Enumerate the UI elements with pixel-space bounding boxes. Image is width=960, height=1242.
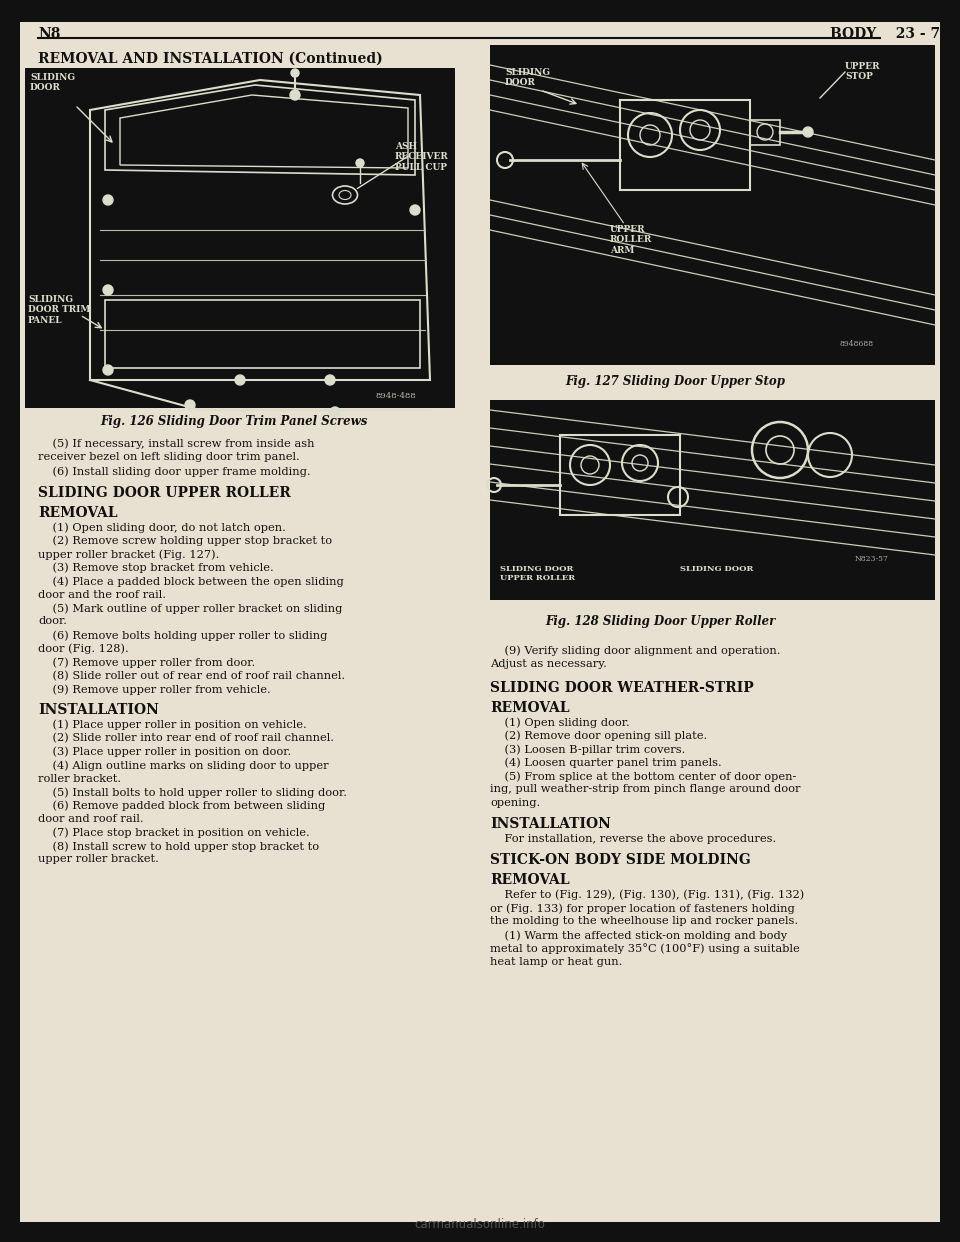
Bar <box>560 435 680 515</box>
Text: the molding to the wheelhouse lip and rocker panels.: the molding to the wheelhouse lip and ro… <box>490 917 798 927</box>
Circle shape <box>235 375 245 385</box>
Circle shape <box>290 89 300 101</box>
Text: Fig. 126 Sliding Door Trim Panel Screws: Fig. 126 Sliding Door Trim Panel Screws <box>100 415 368 428</box>
Text: (7) Remove upper roller from door.: (7) Remove upper roller from door. <box>38 657 255 667</box>
Circle shape <box>185 400 195 410</box>
Text: (9) Remove upper roller from vehicle.: (9) Remove upper roller from vehicle. <box>38 684 271 694</box>
Circle shape <box>103 284 113 296</box>
Text: Fig. 127 Sliding Door Upper Stop: Fig. 127 Sliding Door Upper Stop <box>565 375 785 388</box>
Circle shape <box>103 365 113 375</box>
Text: SLIDING
DOOR: SLIDING DOOR <box>505 68 550 87</box>
Text: 8948-488: 8948-488 <box>375 392 416 400</box>
Text: (3) Loosen B-pillar trim covers.: (3) Loosen B-pillar trim covers. <box>490 744 685 755</box>
Text: For installation, reverse the above procedures.: For installation, reverse the above proc… <box>490 833 777 843</box>
Text: (8) Slide roller out of rear end of roof rail channel.: (8) Slide roller out of rear end of roof… <box>38 671 346 681</box>
Bar <box>490 45 935 365</box>
Text: SLIDING DOOR WEATHER-STRIP: SLIDING DOOR WEATHER-STRIP <box>490 681 754 696</box>
Text: (9) Verify sliding door alignment and operation.: (9) Verify sliding door alignment and op… <box>490 645 780 656</box>
Text: heat lamp or heat gun.: heat lamp or heat gun. <box>490 958 622 968</box>
Text: (3) Remove stop bracket from vehicle.: (3) Remove stop bracket from vehicle. <box>38 563 274 573</box>
Text: (1) Warm the affected stick-on molding and body: (1) Warm the affected stick-on molding a… <box>490 930 787 940</box>
Circle shape <box>291 70 299 77</box>
Text: (5) Install bolts to hold upper roller to sliding door.: (5) Install bolts to hold upper roller t… <box>38 787 347 797</box>
Text: (5) From splice at the bottom center of door open-: (5) From splice at the bottom center of … <box>490 771 797 781</box>
Text: or (Fig. 133) for proper location of fasteners holding: or (Fig. 133) for proper location of fas… <box>490 903 795 914</box>
Circle shape <box>103 195 113 205</box>
Text: (5) If necessary, install screw from inside ash: (5) If necessary, install screw from ins… <box>38 438 315 448</box>
Text: (6) Remove padded block from between sliding: (6) Remove padded block from between sli… <box>38 801 325 811</box>
Circle shape <box>803 127 813 137</box>
Text: SLIDING DOOR
UPPER ROLLER: SLIDING DOOR UPPER ROLLER <box>500 565 575 582</box>
Text: SLIDING
DOOR TRIM
PANEL: SLIDING DOOR TRIM PANEL <box>28 296 90 325</box>
Bar <box>105 301 420 368</box>
Bar <box>620 101 750 190</box>
Text: upper roller bracket (Fig. 127).: upper roller bracket (Fig. 127). <box>38 549 220 560</box>
Text: Refer to (Fig. 129), (Fig. 130), (Fig. 131), (Fig. 132): Refer to (Fig. 129), (Fig. 130), (Fig. 1… <box>490 889 804 900</box>
Text: (1) Open sliding door, do not latch open.: (1) Open sliding door, do not latch open… <box>38 522 286 533</box>
Text: SLIDING DOOR UPPER ROLLER: SLIDING DOOR UPPER ROLLER <box>38 486 291 501</box>
Text: door and roof rail.: door and roof rail. <box>38 814 144 823</box>
Circle shape <box>410 205 420 215</box>
Text: REMOVAL: REMOVAL <box>490 873 569 888</box>
Text: REMOVAL: REMOVAL <box>490 700 569 715</box>
Text: door.: door. <box>38 616 67 626</box>
Text: REMOVAL: REMOVAL <box>38 505 117 520</box>
Text: (2) Slide roller into rear end of roof rail channel.: (2) Slide roller into rear end of roof r… <box>38 733 334 743</box>
Text: (3) Place upper roller in position on door.: (3) Place upper roller in position on do… <box>38 746 291 758</box>
Text: (1) Place upper roller in position on vehicle.: (1) Place upper roller in position on ve… <box>38 719 307 730</box>
Text: ing, pull weather-strip from pinch flange around door: ing, pull weather-strip from pinch flang… <box>490 785 801 795</box>
Text: INSTALLATION: INSTALLATION <box>38 703 158 718</box>
Text: opening.: opening. <box>490 799 540 809</box>
Text: ASH
RECEIVER
PULL CUP: ASH RECEIVER PULL CUP <box>395 142 448 171</box>
Text: carmanualsonline.info: carmanualsonline.info <box>415 1218 545 1231</box>
Text: BODY    23 - 75: BODY 23 - 75 <box>830 27 949 41</box>
Text: (4) Place a padded block between the open sliding: (4) Place a padded block between the ope… <box>38 576 344 586</box>
Text: metal to approximately 35°C (100°F) using a suitable: metal to approximately 35°C (100°F) usin… <box>490 944 800 954</box>
Text: 8948688: 8948688 <box>840 340 875 348</box>
Text: door and the roof rail.: door and the roof rail. <box>38 590 166 600</box>
Circle shape <box>356 159 364 166</box>
Text: SLIDING DOOR: SLIDING DOOR <box>680 565 754 573</box>
Text: INSTALLATION: INSTALLATION <box>490 817 611 831</box>
Text: (4) Loosen quarter panel trim panels.: (4) Loosen quarter panel trim panels. <box>490 758 722 768</box>
Text: (8) Install screw to hold upper stop bracket to: (8) Install screw to hold upper stop bra… <box>38 841 319 852</box>
Bar <box>750 120 780 145</box>
Text: (4) Align outline marks on sliding door to upper: (4) Align outline marks on sliding door … <box>38 760 328 770</box>
Text: UPPER
ROLLER
ARM: UPPER ROLLER ARM <box>610 225 652 255</box>
Text: (6) Install sliding door upper frame molding.: (6) Install sliding door upper frame mol… <box>38 466 311 477</box>
Text: UPPER
STOP: UPPER STOP <box>845 62 880 82</box>
Bar <box>0 0 960 22</box>
Text: (2) Remove screw holding upper stop bracket to: (2) Remove screw holding upper stop brac… <box>38 535 332 546</box>
Text: roller bracket.: roller bracket. <box>38 774 121 784</box>
Circle shape <box>330 407 340 417</box>
Text: (1) Open sliding door.: (1) Open sliding door. <box>490 717 630 728</box>
Circle shape <box>325 375 335 385</box>
Bar <box>490 400 935 600</box>
Text: (7) Place stop bracket in position on vehicle.: (7) Place stop bracket in position on ve… <box>38 827 310 838</box>
Text: (5) Mark outline of upper roller bracket on sliding: (5) Mark outline of upper roller bracket… <box>38 604 343 614</box>
Text: Fig. 128 Sliding Door Upper Roller: Fig. 128 Sliding Door Upper Roller <box>545 615 776 628</box>
Text: SLIDING
DOOR: SLIDING DOOR <box>30 73 75 92</box>
Bar <box>25 68 455 409</box>
Text: door (Fig. 128).: door (Fig. 128). <box>38 643 129 655</box>
Text: N8: N8 <box>38 27 60 41</box>
Text: Adjust as necessary.: Adjust as necessary. <box>490 660 607 669</box>
Text: N823-57: N823-57 <box>855 555 889 563</box>
Text: REMOVAL AND INSTALLATION (Continued): REMOVAL AND INSTALLATION (Continued) <box>38 52 383 66</box>
Text: STICK-ON BODY SIDE MOLDING: STICK-ON BODY SIDE MOLDING <box>490 853 751 867</box>
Text: (2) Remove door opening sill plate.: (2) Remove door opening sill plate. <box>490 730 708 741</box>
Text: receiver bezel on left sliding door trim panel.: receiver bezel on left sliding door trim… <box>38 452 300 462</box>
Text: (6) Remove bolts holding upper roller to sliding: (6) Remove bolts holding upper roller to… <box>38 630 327 641</box>
Text: upper roller bracket.: upper roller bracket. <box>38 854 158 864</box>
